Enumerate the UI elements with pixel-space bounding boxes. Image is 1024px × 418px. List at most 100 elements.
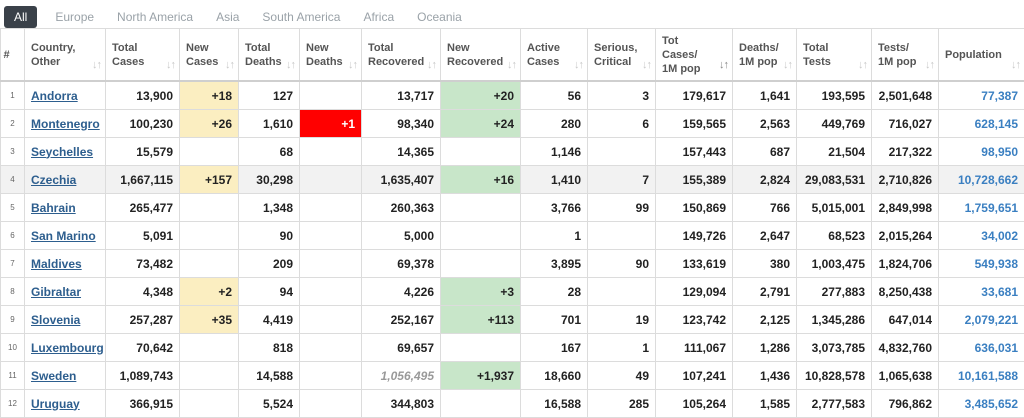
tab-south-america[interactable]: South America	[254, 6, 348, 28]
new-recovered-cell: +113	[441, 306, 521, 334]
col-header-new-recovered[interactable]: New Recovered↓↑	[441, 29, 521, 82]
country-link: Uruguay	[25, 390, 106, 418]
total-cases-cell: 265,477	[106, 194, 180, 222]
country-link[interactable]: Montenegro	[31, 117, 100, 131]
serious-critical-cell: 6	[588, 110, 656, 138]
tot-cases-1m-cell: 123,742	[656, 306, 733, 334]
country-link[interactable]: Sweden	[31, 369, 76, 383]
population-cell: 10,728,662	[939, 166, 1024, 194]
tests-1m-cell: 217,322	[872, 138, 939, 166]
tot-cases-1m-cell: 159,565	[656, 110, 733, 138]
total-cases-cell: 70,642	[106, 334, 180, 362]
col-header-total-deaths[interactable]: Total Deaths↓↑	[239, 29, 300, 82]
active-cases-cell: 167	[521, 334, 588, 362]
tab-europe[interactable]: Europe	[47, 6, 102, 28]
tot-cases-1m-cell: 129,094	[656, 278, 733, 306]
total-cases-cell: 100,230	[106, 110, 180, 138]
total-cases-cell: 257,287	[106, 306, 180, 334]
new-cases-cell: +35	[180, 306, 239, 334]
country-link[interactable]: Seychelles	[31, 145, 93, 159]
col-header-country[interactable]: Country, Other↓↑	[25, 29, 106, 82]
deaths-1m-cell: 1,436	[733, 362, 797, 390]
deaths-1m-cell: 766	[733, 194, 797, 222]
row-index: 8	[1, 278, 25, 306]
continent-tabs: All Europe North America Asia South Amer…	[4, 6, 477, 28]
tot-cases-1m-cell: 179,617	[656, 81, 733, 110]
country-link[interactable]: Bahrain	[31, 201, 76, 215]
deaths-1m-cell: 1,641	[733, 81, 797, 110]
total-recovered-cell: 69,378	[362, 250, 441, 278]
total-deaths-cell: 4,419	[239, 306, 300, 334]
total-tests-cell: 10,828,578	[797, 362, 872, 390]
country-link[interactable]: San Marino	[31, 229, 96, 243]
new-recovered-cell	[441, 138, 521, 166]
sort-icon: ↓↑	[1011, 58, 1020, 72]
col-header-serious-critical[interactable]: Serious, Critical↓↑	[588, 29, 656, 82]
total-cases-cell: 73,482	[106, 250, 180, 278]
col-header-new-cases[interactable]: New Cases↓↑	[180, 29, 239, 82]
population-cell: 3,485,652	[939, 390, 1024, 418]
country-link: Czechia	[25, 166, 106, 194]
total-cases-cell: 5,091	[106, 222, 180, 250]
country-link[interactable]: Gibraltar	[31, 285, 81, 299]
new-recovered-cell: +1,937	[441, 362, 521, 390]
col-header-tests-1m[interactable]: Tests/ 1M pop↓↑	[872, 29, 939, 82]
tab-north-america[interactable]: North America	[109, 6, 201, 28]
tab-asia[interactable]: Asia	[208, 6, 247, 28]
sort-icon: ↓↑	[507, 58, 516, 72]
tests-1m-cell: 796,862	[872, 390, 939, 418]
tests-1m-cell: 2,015,264	[872, 222, 939, 250]
new-cases-cell	[180, 362, 239, 390]
deaths-1m-cell: 1,286	[733, 334, 797, 362]
country-link[interactable]: Maldives	[31, 257, 82, 271]
new-recovered-cell	[441, 250, 521, 278]
new-deaths-cell	[300, 362, 362, 390]
tests-1m-cell: 8,250,438	[872, 278, 939, 306]
tot-cases-1m-cell: 157,443	[656, 138, 733, 166]
new-deaths-cell	[300, 194, 362, 222]
total-deaths-cell: 30,298	[239, 166, 300, 194]
country-link: Seychelles	[25, 138, 106, 166]
row-index: 7	[1, 250, 25, 278]
total-deaths-cell: 1,348	[239, 194, 300, 222]
new-cases-cell	[180, 222, 239, 250]
serious-critical-cell	[588, 138, 656, 166]
serious-critical-cell: 90	[588, 250, 656, 278]
country-link[interactable]: Andorra	[31, 89, 78, 103]
tab-all[interactable]: All	[4, 6, 37, 28]
total-recovered-cell: 1,056,495	[362, 362, 441, 390]
tests-1m-cell: 2,710,826	[872, 166, 939, 194]
active-cases-cell: 28	[521, 278, 588, 306]
tab-africa[interactable]: Africa	[355, 6, 402, 28]
col-header-tot-cases-1m[interactable]: Tot Cases/ 1M pop↓↑	[656, 29, 733, 82]
col-header-population[interactable]: Population↓↑	[939, 29, 1024, 82]
col-header-total-tests[interactable]: Total Tests↓↑	[797, 29, 872, 82]
col-header-deaths-1m[interactable]: Deaths/ 1M pop↓↑	[733, 29, 797, 82]
country-link: Luxembourg	[25, 334, 106, 362]
col-header-active-cases[interactable]: Active Cases↓↑	[521, 29, 588, 82]
population-cell: 98,950	[939, 138, 1024, 166]
country-link[interactable]: Slovenia	[31, 313, 80, 327]
col-header-total-recovered[interactable]: Total Recovered↓↑	[362, 29, 441, 82]
new-cases-cell	[180, 194, 239, 222]
tab-oceania[interactable]: Oceania	[409, 6, 470, 28]
tot-cases-1m-cell: 150,869	[656, 194, 733, 222]
active-cases-cell: 3,766	[521, 194, 588, 222]
row-index: 12	[1, 390, 25, 418]
col-header-total-cases[interactable]: Total Cases↓↑	[106, 29, 180, 82]
col-header-new-deaths[interactable]: New Deaths↓↑	[300, 29, 362, 82]
country-link[interactable]: Czechia	[31, 173, 76, 187]
country-link[interactable]: Luxembourg	[31, 341, 104, 355]
total-recovered-cell: 344,803	[362, 390, 441, 418]
active-cases-cell: 18,660	[521, 362, 588, 390]
total-deaths-cell: 90	[239, 222, 300, 250]
tests-1m-cell: 716,027	[872, 110, 939, 138]
country-link[interactable]: Uruguay	[31, 397, 80, 411]
total-tests-cell: 3,073,785	[797, 334, 872, 362]
tot-cases-1m-cell: 133,619	[656, 250, 733, 278]
col-header-index[interactable]: #	[1, 29, 25, 82]
deaths-1m-cell: 2,824	[733, 166, 797, 194]
header-row: # Country, Other↓↑ Total Cases↓↑ New Cas…	[1, 29, 1024, 82]
